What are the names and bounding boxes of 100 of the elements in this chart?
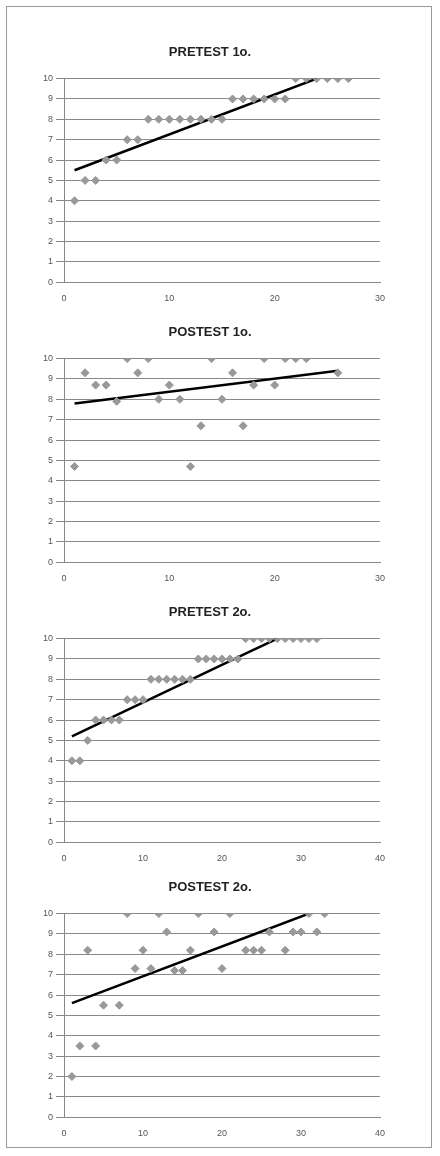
point [83, 945, 93, 955]
chart-title: PRETEST 1o. [168, 44, 252, 60]
x-tick-label: 30 [374, 573, 386, 584]
point [257, 945, 266, 955]
point [178, 966, 188, 976]
y-tick-label: 7 [48, 694, 54, 705]
y-tick-label: 7 [48, 134, 54, 145]
y-tick-label: 6 [48, 154, 54, 165]
point [122, 135, 132, 145]
y-tick-label: 0 [48, 556, 54, 567]
y-tick-label: 3 [48, 1050, 54, 1061]
y-tick-label: 0 [48, 836, 54, 847]
point [185, 674, 195, 684]
y-tick-label: 10 [43, 908, 54, 919]
y-tick-label: 6 [48, 989, 54, 1000]
point [196, 114, 206, 124]
point [80, 368, 90, 378]
point [101, 155, 111, 165]
x-tick-label: 10 [138, 1128, 149, 1139]
y-tick-label: 3 [48, 495, 54, 506]
y-tick-label: 4 [48, 195, 54, 206]
y-tick-label: 1 [48, 1091, 54, 1102]
point [130, 964, 140, 974]
point [114, 715, 124, 725]
point [143, 114, 153, 124]
y-tick-label: 8 [48, 673, 54, 684]
point [154, 674, 164, 684]
point [209, 654, 219, 664]
point [80, 175, 90, 185]
x-tick-label: 20 [269, 293, 280, 304]
y-tick-label: 6 [48, 714, 54, 725]
chart-title: POSTEST 2o. [168, 879, 252, 895]
point [112, 396, 122, 406]
y-tick-label: 2 [48, 1070, 54, 1081]
point [228, 368, 238, 378]
point [70, 196, 80, 206]
point [130, 695, 140, 705]
point [122, 695, 132, 705]
point [175, 394, 185, 404]
point [185, 462, 195, 472]
point [280, 94, 290, 104]
point [154, 394, 164, 404]
point [114, 1000, 124, 1010]
y-tick-label: 5 [48, 1009, 54, 1020]
y-tick-label: 1 [48, 256, 54, 267]
y-tick-label: 4 [48, 1030, 54, 1041]
point [185, 945, 195, 955]
y-tick-label: 2 [48, 515, 54, 526]
point [241, 945, 251, 955]
y-tick-label: 10 [43, 353, 54, 364]
point [99, 715, 109, 725]
x-tick-label: 20 [269, 573, 280, 584]
x-tick-label: 30 [295, 1128, 307, 1139]
y-tick-label: 7 [48, 414, 54, 425]
point [106, 715, 116, 725]
point [185, 114, 195, 124]
point [91, 1041, 101, 1051]
point [99, 1000, 109, 1010]
point [193, 654, 203, 664]
point [162, 674, 172, 684]
point [233, 654, 243, 664]
chart-title: PRETEST 2o. [168, 604, 252, 620]
y-tick-label: 0 [48, 276, 54, 287]
x-tick-label: 0 [61, 293, 67, 304]
point [201, 654, 211, 664]
y-tick-label: 7 [48, 969, 54, 980]
x-tick-label: 40 [374, 853, 386, 864]
point [170, 674, 180, 684]
point [91, 380, 101, 390]
point [238, 94, 248, 104]
point [249, 380, 259, 390]
point [67, 1071, 77, 1081]
y-tick-label: 1 [48, 536, 54, 547]
point [75, 756, 85, 766]
x-tick-label: 0 [61, 853, 67, 864]
point [67, 756, 77, 766]
point [83, 735, 93, 745]
y-tick-label: 8 [48, 948, 54, 959]
point [196, 421, 206, 431]
point [162, 927, 172, 937]
x-tick-label: 10 [164, 573, 175, 584]
y-tick-label: 4 [48, 755, 54, 766]
y-tick-label: 3 [48, 775, 54, 786]
y-tick-label: 9 [48, 93, 54, 104]
point [312, 927, 322, 937]
point [101, 380, 111, 390]
y-tick-label: 10 [43, 633, 54, 644]
y-tick-label: 8 [48, 113, 54, 124]
point [217, 114, 227, 124]
x-tick-label: 10 [164, 293, 175, 304]
x-tick-label: 40 [374, 1128, 386, 1139]
point [209, 927, 219, 937]
y-tick-label: 3 [48, 215, 54, 226]
point [91, 175, 101, 185]
x-tick-label: 30 [374, 293, 386, 304]
y-tick-label: 4 [48, 475, 54, 486]
point [170, 966, 180, 976]
point [249, 945, 259, 955]
point [112, 155, 122, 165]
point [217, 654, 227, 664]
